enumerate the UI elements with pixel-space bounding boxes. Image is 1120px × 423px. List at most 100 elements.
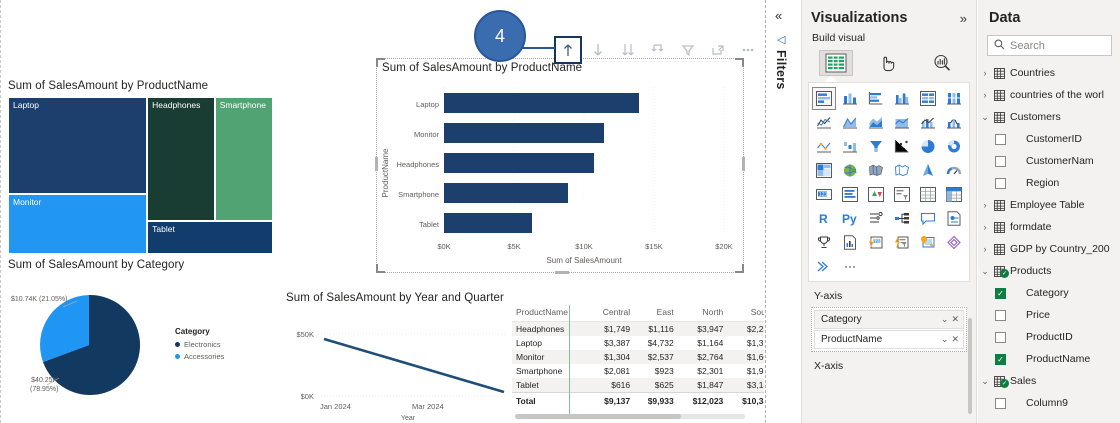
visual-type-visio-icon[interactable]	[942, 231, 966, 254]
treemap-tile-laptop[interactable]: Laptop	[8, 97, 148, 195]
visual-type-stacked-bar-chart-icon[interactable]	[812, 87, 836, 110]
data-table-customers[interactable]: ⌄ Customers	[978, 106, 1120, 128]
pie-chart-plot[interactable]	[11, 279, 171, 414]
bar-chart-plot[interactable]: Laptop Monitor Headphones Smartphone Tab…	[377, 73, 743, 271]
data-field-customernam[interactable]: CustomerNam	[978, 150, 1120, 172]
visual-type-slicer-icon[interactable]	[890, 183, 914, 206]
visual-type-stacked-column-chart-icon[interactable]	[838, 87, 862, 110]
matrix-col-productname[interactable]: ProductName	[512, 305, 589, 322]
visualizations-pane-scrollbar[interactable]	[968, 318, 972, 414]
field-checkbox[interactable]	[995, 133, 1006, 145]
field-checkbox[interactable]	[995, 177, 1006, 189]
selection-handle-bottom[interactable]	[555, 271, 569, 274]
filters-pane-collapsed[interactable]: « ◁ Filters	[767, 0, 802, 423]
field-checkbox[interactable]	[995, 397, 1006, 409]
visual-type-r-script-visual-icon[interactable]: R	[812, 207, 836, 230]
bar-chart-visual[interactable]: Sum of SalesAmount by ProductName Laptop…	[375, 58, 745, 274]
filter-icon[interactable]	[674, 36, 702, 64]
visual-type-card-icon[interactable]: 123	[812, 183, 836, 206]
data-field-column9[interactable]: Column9	[978, 392, 1120, 414]
visual-type-line-chart-icon[interactable]	[812, 111, 836, 134]
visual-type-stacked-area-chart-icon[interactable]	[864, 111, 888, 134]
treemap-plot[interactable]: Laptop Monitor Headphones Smartphone Tablet	[8, 97, 273, 254]
visual-header-toolbar[interactable]	[554, 35, 762, 65]
visualizations-pane[interactable]: Visualizations » Build visual	[802, 0, 977, 423]
visual-type-multi-row-card-icon[interactable]	[838, 183, 862, 206]
visual-type-waterfall2-icon[interactable]	[838, 135, 862, 158]
data-field-customerid[interactable]: CustomerID	[978, 128, 1120, 150]
visual-type-q-and-a-icon[interactable]	[916, 207, 940, 230]
sort-axis-icon[interactable]	[644, 36, 672, 64]
matrix-horizontal-scrollbar[interactable]	[515, 414, 745, 419]
data-field-category[interactable]: ✓ Category	[978, 282, 1120, 304]
expand-pane-icon[interactable]: »	[959, 10, 967, 26]
chevron-right-icon[interactable]: ›	[983, 244, 987, 254]
more-sort-options-icon[interactable]	[614, 36, 642, 64]
visual-type-metrics-icon[interactable]	[812, 231, 836, 254]
data-table-products[interactable]: ⌄ ✓ Products	[978, 260, 1120, 282]
pie-chart-visual[interactable]: Sum of SalesAmount by Category $10.74K (…	[7, 259, 275, 419]
visual-type-pie-chart-icon[interactable]	[916, 135, 940, 158]
matrix-table[interactable]: ProductName Central East North South Wes…	[512, 305, 764, 408]
field-checkbox[interactable]: ✓	[995, 353, 1006, 365]
filters-pane-label[interactable]: Filters	[774, 50, 788, 90]
treemap-tile-smartphone[interactable]: Smartphone	[214, 97, 273, 222]
visual-type-kpi-icon[interactable]	[864, 183, 888, 206]
collapse-pane-icon[interactable]: «	[775, 8, 783, 23]
visual-type-power-automate-flow-icon[interactable]	[812, 255, 836, 278]
chevron-down-icon[interactable]: ⌄	[940, 314, 949, 324]
visual-type-line-and-stacked-column-chart2-icon[interactable]	[916, 111, 940, 134]
visual-type-gallery[interactable]: 123 R Py	[808, 82, 970, 282]
selection-handle-bottom-left[interactable]	[376, 264, 385, 273]
visual-type-funnel-chart-icon[interactable]	[864, 135, 888, 158]
sort-descending-icon[interactable]	[584, 36, 612, 64]
visual-type-treemap-icon[interactable]	[812, 159, 836, 182]
field-checkbox[interactable]	[995, 331, 1006, 343]
treemap-tile-monitor[interactable]: Monitor	[8, 194, 148, 254]
sort-ascending-icon[interactable]	[554, 36, 582, 64]
visual-type-100-stacked-column-chart-icon[interactable]	[942, 87, 966, 110]
visual-type-shape-map-icon[interactable]	[890, 159, 914, 182]
y-axis-well[interactable]: Category ⌄ ✕ ProductName ⌄ ✕	[811, 307, 967, 352]
field-checkbox[interactable]	[995, 309, 1006, 321]
visual-type-arcgis-map-icon[interactable]	[916, 231, 940, 254]
treemap-tile-headphones[interactable]: Headphones	[147, 97, 215, 222]
visual-type-scatter-chart-icon[interactable]	[890, 135, 914, 158]
data-field-tree[interactable]: › Countries › countries of the worl ⌄ Cust…	[978, 62, 1120, 414]
selection-handle-top-right[interactable]	[735, 58, 744, 67]
focus-mode-icon[interactable]	[704, 36, 732, 64]
chevron-down-icon[interactable]: ⌄	[981, 111, 989, 122]
selection-handle-right[interactable]	[742, 157, 745, 171]
matrix-visual[interactable]: ProductName Central East North South Wes…	[512, 305, 764, 423]
tab-fields-icon[interactable]	[819, 50, 854, 76]
selection-handle-left[interactable]	[375, 157, 378, 171]
remove-field-icon[interactable]: ✕	[951, 334, 959, 344]
chevron-down-icon[interactable]: ⌄	[981, 375, 989, 386]
visual-type-power-apps-icon[interactable]: 123	[864, 231, 888, 254]
more-options-icon[interactable]	[734, 36, 762, 64]
visual-type-paginated-report-icon[interactable]	[838, 231, 862, 254]
data-field-productid[interactable]: ProductID	[978, 326, 1120, 348]
report-canvas[interactable]: Sum of SalesAmount by ProductName Laptop…	[0, 0, 766, 423]
chevron-down-icon[interactable]: ⌄	[940, 334, 949, 344]
line-chart-visual[interactable]: Sum of SalesAmount by Year and Quarter $…	[284, 292, 512, 422]
visual-type-waterfall-chart-icon[interactable]	[812, 135, 836, 158]
pie-legend-item-accessories[interactable]: Accessories	[175, 352, 224, 361]
data-table-sales[interactable]: ⌄ ✓ Sales	[978, 370, 1120, 392]
visual-type-map-icon[interactable]	[838, 159, 862, 182]
visual-type-gauge-icon[interactable]	[942, 159, 966, 182]
data-table-countries-of-the-worl[interactable]: › countries of the worl	[978, 84, 1120, 106]
visual-type-ribbon-chart-icon[interactable]	[942, 111, 966, 134]
visual-type-power-automate-icon[interactable]	[890, 231, 914, 254]
visual-type-azure-map-icon[interactable]	[916, 159, 940, 182]
data-table-formdate[interactable]: › formdate	[978, 216, 1120, 238]
chevron-right-icon[interactable]: ›	[983, 90, 987, 100]
treemap-visual[interactable]: Sum of SalesAmount by ProductName Laptop…	[7, 80, 275, 256]
pie-legend-item-electronics[interactable]: Electronics	[175, 340, 224, 349]
data-pane[interactable]: Data Search › Countries › countries of th…	[978, 0, 1120, 423]
visual-type-python-visual-icon[interactable]: Py	[838, 207, 862, 230]
visual-type-decomposition-tree-icon[interactable]	[890, 207, 914, 230]
matrix-col-north[interactable]: North	[677, 305, 728, 322]
visual-type-table-icon[interactable]	[916, 183, 940, 206]
visual-type-clustered-column-chart-icon[interactable]	[890, 87, 914, 110]
